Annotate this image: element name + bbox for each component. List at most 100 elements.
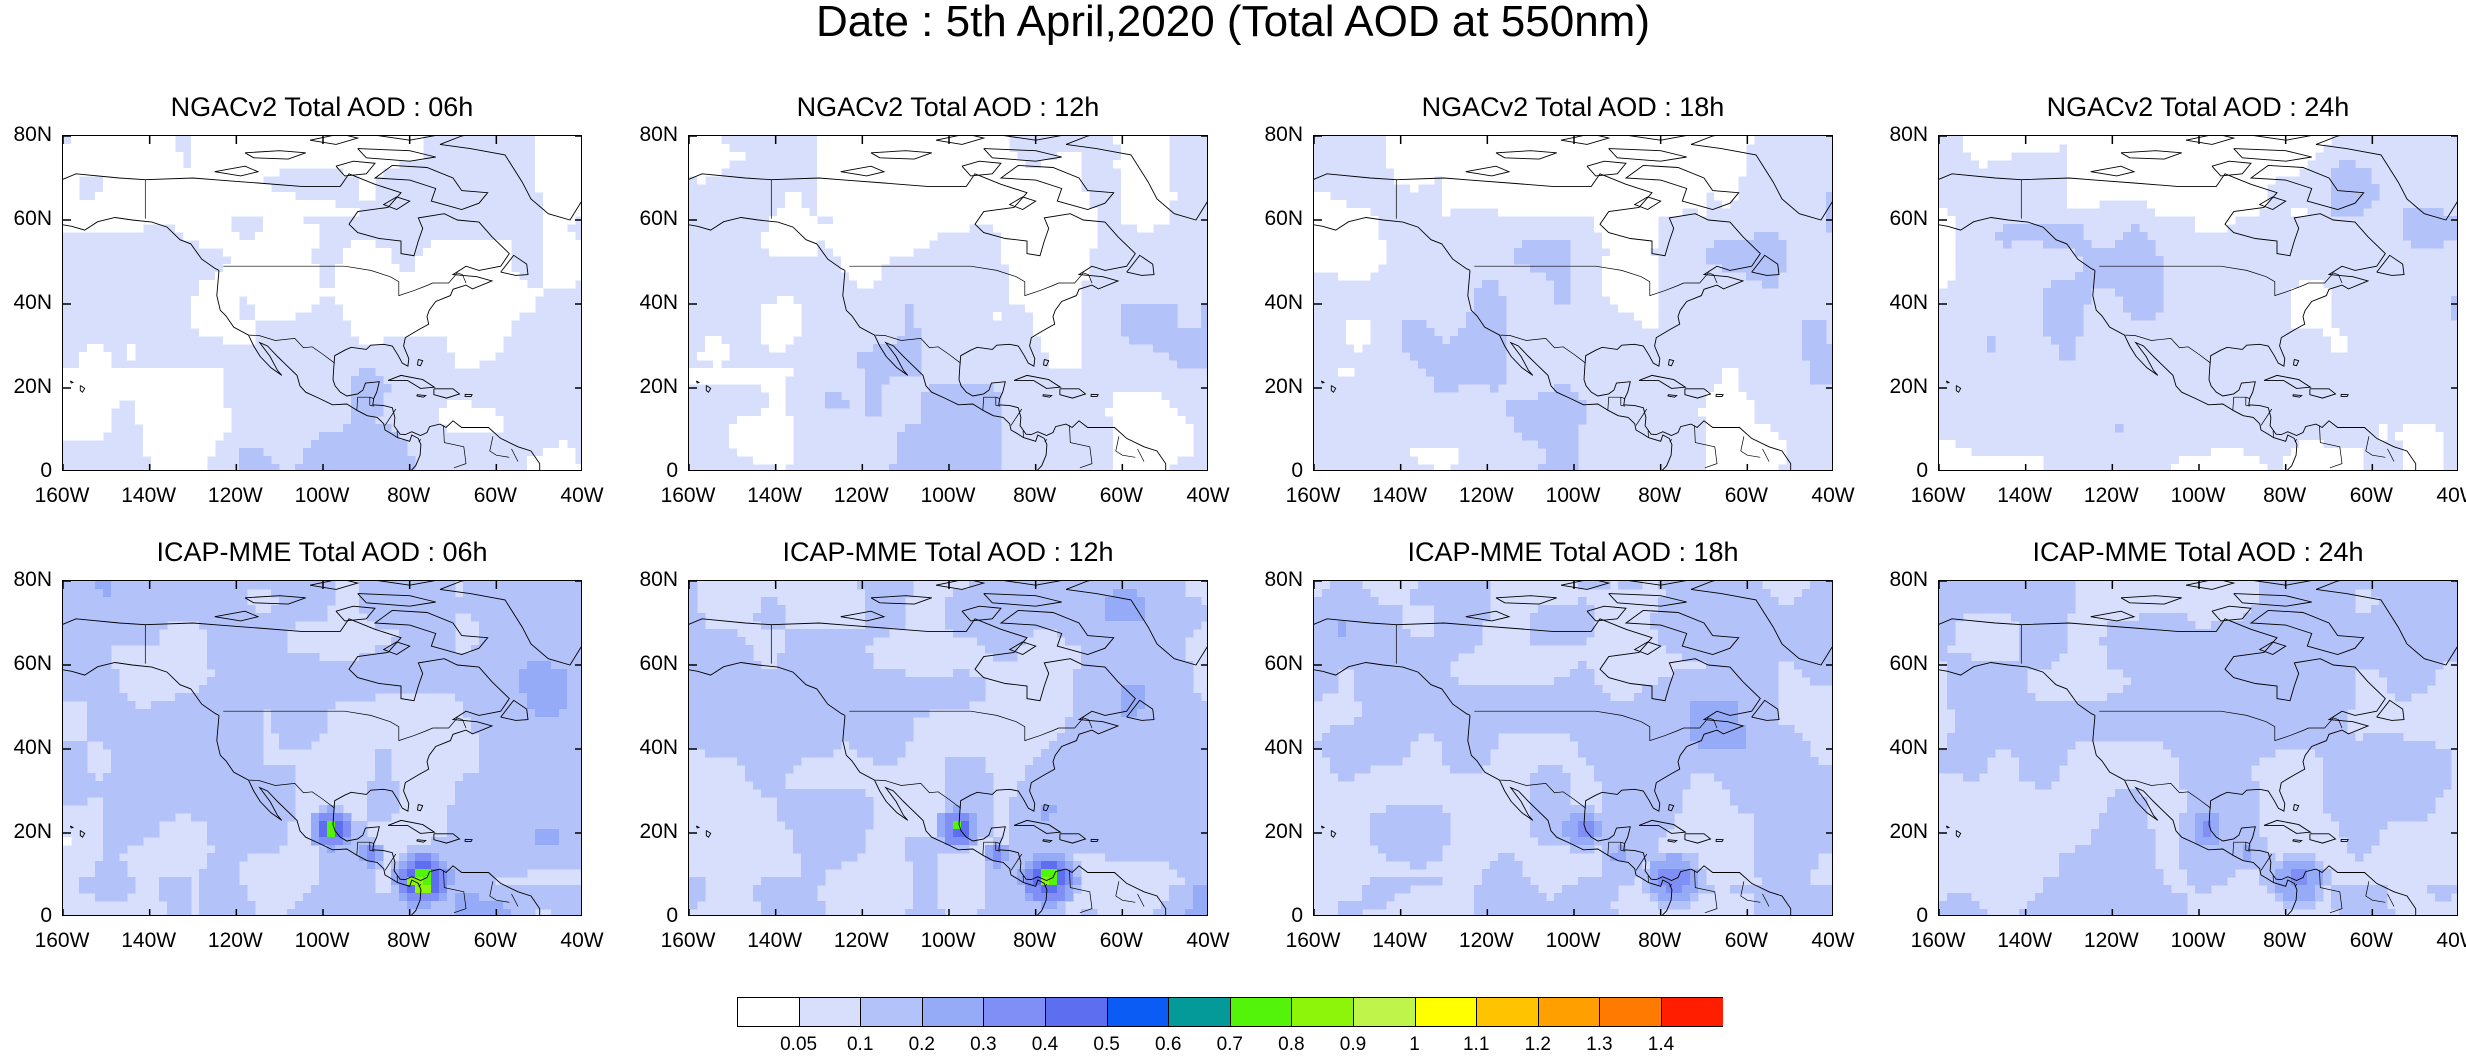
aod-cell — [359, 440, 368, 449]
aod-cell — [431, 264, 440, 273]
country-border — [1694, 425, 1718, 469]
aod-cell — [705, 376, 714, 385]
aod-cell — [559, 637, 568, 646]
aod-cell — [351, 464, 360, 470]
aod-cell — [1009, 208, 1018, 217]
aod-cell — [1450, 352, 1459, 361]
aod-cell — [415, 328, 424, 337]
aod-cell — [1706, 160, 1715, 169]
aod-cell — [1706, 248, 1715, 257]
aod-cell — [1129, 152, 1138, 161]
aod-cell — [1418, 448, 1427, 457]
aod-cell — [1201, 352, 1207, 361]
aod-cell — [2331, 328, 2340, 337]
aod-cell — [1346, 208, 1355, 217]
aod-cell — [271, 613, 280, 622]
aod-cell — [215, 224, 224, 233]
aod-cell — [479, 605, 488, 614]
aod-cell — [1017, 208, 1026, 217]
aod-cell — [929, 440, 938, 449]
aod-cell — [383, 312, 392, 321]
aod-cell — [2091, 160, 2100, 169]
aod-cell — [953, 192, 962, 201]
aod-cell — [63, 432, 72, 441]
aod-cell — [865, 160, 874, 169]
aod-cell — [279, 256, 288, 265]
aod-cell — [111, 160, 120, 169]
aod-cell — [1554, 240, 1563, 249]
aod-cell — [2067, 224, 2076, 233]
aod-cell — [889, 176, 898, 185]
aod-cell — [551, 240, 560, 249]
aod-cell — [2115, 136, 2124, 145]
aod-cell — [2083, 136, 2092, 145]
aod-cell — [2195, 160, 2204, 169]
aod-cell — [1001, 232, 1010, 241]
aod-cell — [2091, 200, 2100, 209]
aod-cell — [199, 384, 208, 393]
aod-cell — [1442, 368, 1451, 377]
aod-cell — [303, 160, 312, 169]
aod-cell — [2147, 136, 2156, 145]
aod-cell — [2155, 264, 2164, 273]
aod-cell — [1033, 216, 1042, 225]
aod-cell — [913, 448, 922, 457]
aod-cell — [1498, 304, 1507, 313]
aod-cell — [1017, 248, 1026, 257]
aod-cell — [2147, 176, 2156, 185]
aod-cell — [351, 328, 360, 337]
aod-cell — [2155, 208, 2164, 217]
aod-cell — [1738, 400, 1747, 409]
aod-cell — [2027, 232, 2036, 241]
aod-cell — [705, 344, 714, 353]
aod-cell — [1073, 320, 1082, 329]
aod-cell — [367, 296, 376, 305]
aod-cell — [79, 408, 88, 417]
aod-cell — [1065, 288, 1074, 297]
aod-cell — [239, 464, 248, 470]
aod-cell — [255, 637, 264, 646]
aod-cell — [1939, 240, 1948, 249]
coastline — [1638, 374, 1687, 389]
aod-cell — [1009, 296, 1018, 305]
aod-cell — [705, 168, 714, 177]
aod-cell — [993, 392, 1002, 401]
aod-cell — [1001, 192, 1010, 201]
aod-cell — [865, 264, 874, 273]
aod-cell — [1370, 216, 1379, 225]
aod-cell — [223, 192, 232, 201]
aod-cell — [399, 621, 408, 630]
aod-cell — [343, 280, 352, 289]
aod-cell — [575, 208, 581, 217]
aod-cell — [897, 224, 906, 233]
aod-cell — [2211, 200, 2220, 209]
aod-cell — [431, 661, 440, 670]
aod-cell — [841, 136, 850, 145]
aod-cell — [913, 168, 922, 177]
aod-cell — [865, 248, 874, 257]
aod-cell — [2323, 464, 2332, 470]
aod-cell — [551, 264, 560, 273]
aod-cell — [1818, 336, 1827, 345]
aod-cell — [769, 424, 778, 433]
aod-cell — [945, 192, 954, 201]
aod-cell — [2123, 184, 2132, 193]
aod-cell — [2131, 288, 2140, 297]
aod-cell — [1570, 144, 1579, 153]
aod-cell — [2123, 144, 2132, 153]
aod-cell — [159, 432, 168, 441]
aod-cell — [223, 304, 232, 313]
aod-cell — [1001, 144, 1010, 153]
aod-cell — [543, 456, 552, 465]
aod-cell — [777, 304, 786, 313]
aod-cell — [119, 176, 128, 185]
aod-cell — [785, 304, 794, 313]
aod-cell — [359, 136, 368, 145]
aod-cell — [1193, 328, 1202, 337]
aod-cell — [1666, 152, 1675, 161]
aod-cell — [1594, 200, 1603, 209]
aod-cell — [439, 653, 448, 662]
aod-cell — [431, 581, 440, 590]
aod-cell — [849, 152, 858, 161]
aod-cell — [1546, 400, 1555, 409]
